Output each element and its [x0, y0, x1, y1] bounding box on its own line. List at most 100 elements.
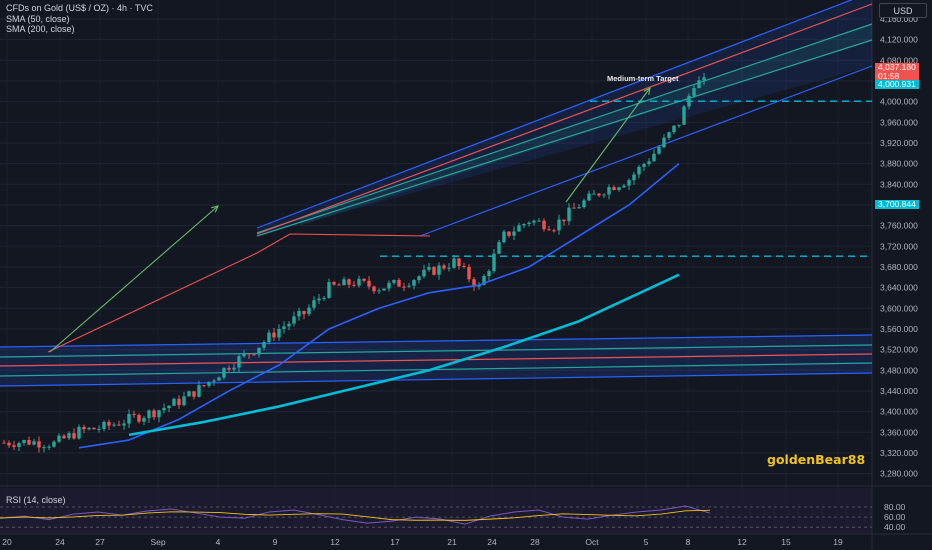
candle-body: [62, 435, 66, 439]
candle: [217, 376, 221, 381]
candle-body: [632, 174, 636, 181]
candle-body: [677, 124, 681, 126]
candle: [522, 223, 526, 228]
candle-body: [207, 381, 211, 386]
target-annotation: Medium-term Target: [607, 74, 679, 83]
candle-body: [522, 223, 526, 226]
candle: [12, 440, 16, 451]
candle-body: [687, 95, 691, 107]
candle-body: [697, 80, 701, 89]
candle-body: [642, 164, 646, 167]
candle: [692, 83, 696, 99]
y-tick-label: 3,520.000: [880, 345, 918, 355]
candle-body: [452, 258, 456, 268]
candle: [152, 408, 156, 421]
candle-body: [572, 207, 576, 209]
support-price-tag: 3,700.844: [875, 200, 919, 209]
candle: [687, 93, 691, 110]
candle-body: [462, 265, 466, 267]
candle: [47, 444, 51, 450]
candle: [187, 390, 191, 397]
candle-body: [407, 285, 411, 287]
candle: [487, 269, 491, 281]
candle: [612, 185, 616, 191]
candle-body: [647, 161, 651, 165]
y-tick-label: 3,560.000: [880, 324, 918, 334]
candle: [367, 276, 371, 290]
candle: [67, 431, 71, 440]
candle-body: [252, 354, 256, 356]
x-tick-label: 17: [390, 537, 400, 547]
candle-body: [12, 445, 16, 447]
y-tick-label: 3,880.000: [880, 159, 918, 169]
candle: [697, 76, 701, 89]
candle-body: [637, 166, 641, 175]
chart-legend: CFDs on Gold (US$ / OZ) · 4h · TVC SMA (…: [6, 3, 153, 35]
candle-body: [27, 439, 31, 445]
candle: [192, 391, 196, 400]
candle-body: [517, 225, 521, 232]
x-tick-label: 9: [273, 537, 278, 547]
candle: [277, 324, 281, 341]
candle-body: [422, 269, 426, 277]
candle: [587, 190, 591, 202]
candle-body: [472, 279, 476, 287]
y-tick-label: 4,000.000: [880, 97, 918, 107]
candle: [202, 384, 206, 388]
symbol-title[interactable]: CFDs on Gold (US$ / OZ) · 4h · TVC: [6, 3, 153, 13]
candle: [122, 419, 126, 430]
y-tick-label: 3,320.000: [880, 448, 918, 458]
currency-button[interactable]: USD: [879, 3, 927, 18]
y-tick-label: 4,160.000: [880, 14, 918, 24]
candle: [182, 391, 186, 407]
rsi-pane-background: [0, 488, 872, 533]
candle-body: [567, 207, 571, 222]
candle-body: [262, 342, 266, 348]
candle: [77, 424, 81, 440]
candle: [147, 409, 151, 423]
candle-body: [442, 265, 446, 269]
candle-body: [622, 185, 626, 188]
candle: [107, 419, 111, 430]
candle: [237, 354, 241, 373]
candle-body: [347, 279, 351, 285]
candle-body: [497, 242, 501, 254]
rsi-line: [0, 505, 711, 525]
candle: [547, 226, 551, 231]
sma200-legend[interactable]: SMA (200, close): [6, 24, 75, 34]
candle: [352, 280, 356, 288]
candle-body: [322, 297, 326, 299]
candle: [677, 124, 681, 128]
candle: [432, 265, 436, 276]
candle-body: [337, 284, 341, 286]
candle: [197, 380, 201, 398]
candle-body: [617, 187, 621, 191]
candle: [617, 186, 621, 192]
x-tick-label: 15: [781, 537, 791, 547]
candle: [667, 131, 671, 141]
candle: [62, 433, 66, 439]
candle: [637, 165, 641, 179]
candle: [387, 280, 391, 292]
x-tick-label: 12: [737, 537, 747, 547]
candle-body: [222, 367, 226, 378]
candle: [382, 288, 386, 291]
candle-body: [607, 187, 611, 195]
candle-body: [382, 288, 386, 291]
projection-arrow-2: [565, 87, 651, 203]
x-tick-label: 27: [95, 537, 105, 547]
rsi-legend[interactable]: RSI (14, close): [6, 495, 66, 505]
candle: [527, 221, 531, 227]
x-tick-label: 19: [833, 537, 843, 547]
candle-body: [527, 222, 531, 224]
x-tick-label: 24: [55, 537, 65, 547]
candle-body: [192, 391, 196, 397]
candle: [362, 277, 366, 283]
candle: [657, 144, 661, 155]
candle-body: [182, 396, 186, 406]
sma50-legend[interactable]: SMA (50, close): [6, 13, 70, 24]
candle-body: [77, 426, 81, 439]
candle-body: [247, 353, 251, 355]
candle-body: [657, 147, 661, 154]
